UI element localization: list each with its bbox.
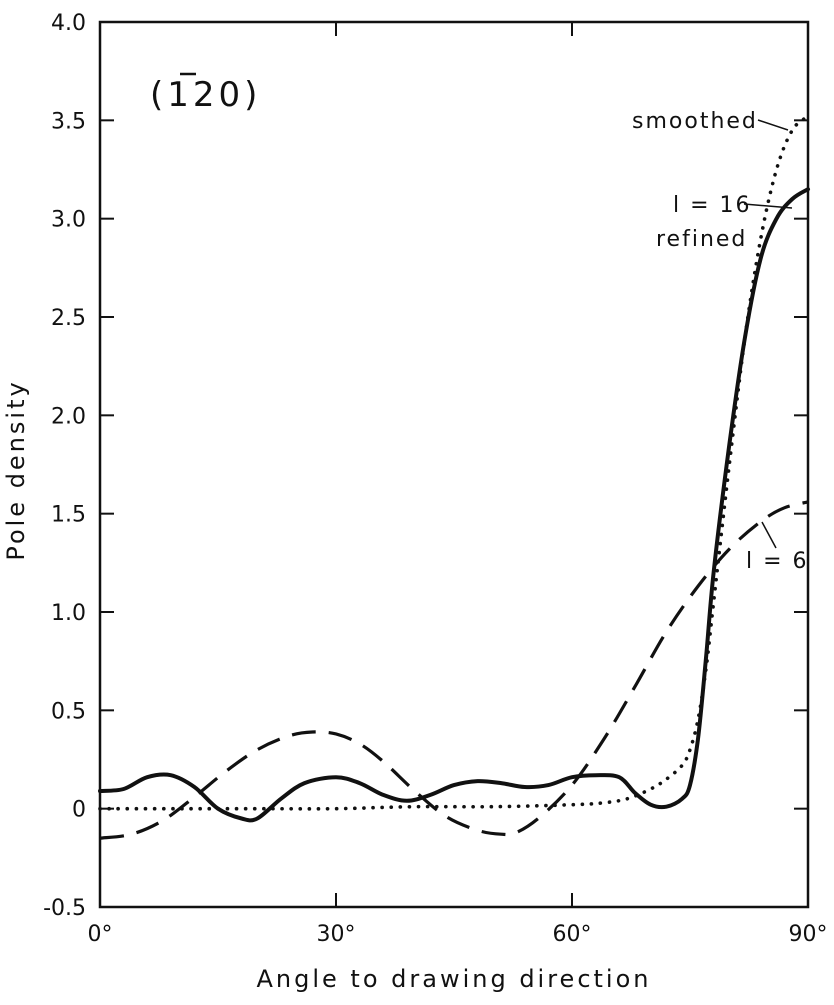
y-tick-label: 1.0 [51, 601, 86, 626]
leader-smoothed [757, 119, 789, 131]
panel-label-barred-digit: 1 [167, 75, 193, 115]
leader-l16 [743, 203, 793, 209]
plot-frame [98, 20, 810, 909]
axis-ticks [99, 21, 809, 908]
y-tick-label: 1.5 [51, 503, 86, 528]
y-tick-label: 4.0 [51, 11, 86, 36]
series-dotted-line [98, 114, 810, 811]
y-tick-label: 0 [72, 798, 86, 823]
y-tick-label: 2.0 [51, 404, 86, 429]
y-tick-label: 2.5 [51, 306, 86, 331]
x-tick-label: 30° [317, 922, 356, 947]
y-tick-label: 3.0 [51, 208, 86, 233]
y-tick-label: 0.5 [51, 699, 86, 724]
panel-label-open: ( [150, 75, 167, 115]
series-dashed-line [99, 500, 809, 840]
panel-label: (120) [150, 72, 261, 115]
panel-label-rest: 20) [193, 75, 262, 115]
x-tick-label: 0° [88, 922, 113, 947]
leader-l6 [761, 521, 777, 549]
annotation-l16-line1: l = 16 [673, 193, 752, 218]
series-solid-line [98, 187, 810, 823]
x-axis-title: Angle to drawing direction [256, 965, 651, 993]
annotation-l6: l = 6 [746, 549, 809, 574]
series-layer [98, 114, 810, 840]
y-tick-label: -0.5 [43, 896, 86, 921]
axis-tick-labels: -0.5 0 0.5 1.0 1.5 2.0 2.5 3.0 3.5 4.0 0° 30° 60° 90° [43, 11, 827, 947]
x-tick-label: 60° [553, 922, 592, 947]
annotation-l16-line2: refined [656, 227, 747, 252]
x-tick-label: 90° [789, 922, 828, 947]
y-axis-title: Pole density [2, 379, 30, 560]
svg-text:(120): (120) [150, 75, 261, 115]
annotation-smoothed: smoothed [632, 109, 758, 134]
y-tick-label: 3.5 [51, 109, 86, 134]
